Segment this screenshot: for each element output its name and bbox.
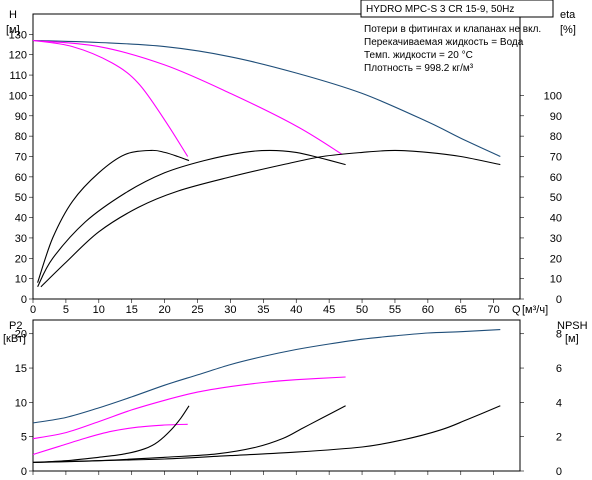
top-series-line-6 [40, 149, 501, 288]
note-line-1: Потери в фитингах и клапанах не вкл. [364, 23, 541, 35]
note-line-3: Темп. жидкости = 20 °C [364, 50, 473, 61]
top-right-tick-label: 80 [550, 131, 562, 143]
eta-axis-unit: [%] [560, 24, 576, 36]
top-right-tick-label: 90 [550, 111, 562, 123]
p2-axis-label: P2 [9, 320, 22, 332]
top-x-tick-label: 20 [158, 304, 170, 316]
top-x-tick-label: 5 [63, 304, 69, 316]
top-x-tick-label: 50 [356, 304, 368, 316]
h-axis-label: H [9, 9, 17, 21]
top-left-tick-label: 40 [15, 213, 27, 225]
top-x-tick-label: 60 [422, 304, 434, 316]
top-left-tick-label: 20 [15, 253, 27, 265]
top-series-line-4 [37, 149, 190, 283]
bottom-series-line-6 [32, 405, 501, 463]
bottom-plot-frame [32, 319, 521, 472]
top-right-tick-label: 70 [550, 152, 562, 164]
bottom-series-line-4 [32, 405, 190, 463]
top-series-line-3 [32, 39, 189, 157]
top-left-tick-label: 30 [15, 233, 27, 245]
note-line-2: Перекачиваемая жидкость = Вода [364, 37, 524, 48]
top-right-tick-label: 20 [550, 253, 562, 265]
npsh-axis-unit: [м] [565, 333, 579, 345]
legend-box [360, 0, 554, 18]
top-x-tick-label: 10 [93, 304, 105, 316]
note-line-4: Плотность = 998.2 кг/м³ [364, 63, 474, 74]
head-efficiency-panel: 0102030405060708090100110120130010203040… [9, 13, 562, 316]
q-axis-label: Q [512, 304, 521, 316]
top-left-tick-label: 10 [15, 274, 27, 286]
top-left-tick-label: 80 [15, 131, 27, 143]
top-x-tick-label: 25 [191, 304, 203, 316]
top-right-tick-label: 10 [550, 274, 562, 286]
top-right-tick-label: 100 [544, 90, 562, 102]
bottom-right-tick-label: 8 [556, 329, 562, 341]
bottom-right-tick-label: 4 [556, 397, 562, 409]
top-left-tick-label: 110 [9, 70, 27, 82]
top-x-tick-label: 15 [126, 304, 138, 316]
eta-axis-label: eta [560, 9, 576, 21]
top-x-tick-label: 65 [455, 304, 467, 316]
bottom-right-tick-label: 0 [556, 466, 562, 478]
top-left-tick-label: 120 [9, 50, 27, 62]
top-series-line-1 [32, 39, 501, 157]
bottom-series-line-5 [32, 405, 346, 463]
bottom-left-tick-label: 10 [15, 397, 27, 409]
bottom-left-tick-label: 20 [15, 329, 27, 341]
top-left-tick-label: 130 [9, 29, 27, 41]
top-x-tick-label: 30 [224, 304, 236, 316]
top-left-tick-label: 70 [15, 152, 27, 164]
top-left-tick-label: 50 [15, 192, 27, 204]
top-series-line-2 [32, 39, 343, 155]
p2-axis-unit: [кВт] [3, 333, 26, 345]
top-left-tick-label: 100 [9, 90, 27, 102]
bottom-left-tick-label: 5 [21, 432, 27, 444]
top-right-tick-label: 0 [556, 294, 562, 306]
h-axis-unit: [м] [6, 24, 20, 36]
bottom-series-line-3 [32, 423, 188, 456]
top-left-tick-label: 0 [21, 294, 27, 306]
top-right-tick-label: 40 [550, 213, 562, 225]
top-right-tick-label: 30 [550, 233, 562, 245]
top-left-tick-label: 60 [15, 172, 27, 184]
top-x-tick-label: 70 [488, 304, 500, 316]
power-npsh-panel: 0 5 10 15 20 0 2 4 6 8 [15, 319, 562, 478]
top-right-tick-label: 60 [550, 172, 562, 184]
top-x-tick-label: 35 [257, 304, 269, 316]
top-left-tick-label: 90 [15, 111, 27, 123]
bottom-series-line-1 [32, 329, 501, 424]
top-x-tick-label: 0 [30, 304, 36, 316]
top-right-tick-label: 50 [550, 192, 562, 204]
top-x-tick-label: 55 [389, 304, 401, 316]
bottom-left-tick-label: 0 [21, 466, 27, 478]
bottom-right-tick-label: 2 [556, 432, 562, 444]
bottom-series-line-2 [32, 376, 346, 440]
npsh-axis-label: NPSH [557, 320, 588, 332]
q-axis-unit: [м³/ч] [522, 304, 548, 316]
bottom-left-tick-label: 15 [15, 363, 27, 375]
bottom-right-tick-label: 6 [556, 363, 562, 375]
top-series-line-5 [37, 149, 346, 288]
legend-title: HYDRO MPC-S 3 CR 15-9, 50Hz [366, 4, 514, 15]
top-x-tick-label: 40 [290, 304, 302, 316]
top-x-tick-label: 45 [323, 304, 335, 316]
